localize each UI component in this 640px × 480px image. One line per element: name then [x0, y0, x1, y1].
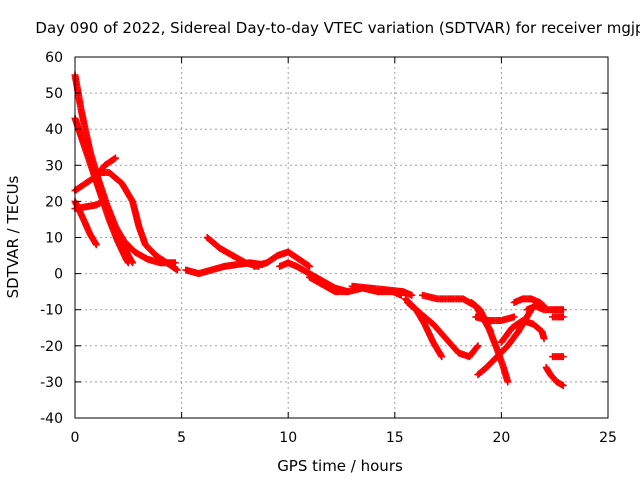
- y-tick-label: -40: [40, 411, 63, 427]
- x-tick-label: 15: [386, 430, 404, 446]
- data-point: [438, 353, 446, 361]
- y-tick-label: 0: [54, 267, 63, 283]
- series-arc19: [497, 317, 548, 346]
- data-point: [173, 266, 181, 274]
- data-point: [419, 291, 440, 303]
- series-arc17: [472, 313, 518, 325]
- data-point: [99, 197, 112, 215]
- data-point: [101, 155, 118, 169]
- data-point: [559, 382, 567, 390]
- data-point: [71, 71, 85, 114]
- data-point: [331, 288, 350, 296]
- data-point: [382, 286, 406, 295]
- data-point: [442, 335, 462, 356]
- data-point: [493, 343, 511, 361]
- data-point: [112, 154, 120, 162]
- data-point: [306, 262, 314, 270]
- y-tick-label: 60: [45, 50, 63, 66]
- data-point: [284, 248, 302, 262]
- data-point: [497, 325, 515, 346]
- series-arc21: [523, 302, 567, 314]
- data-point: [141, 241, 159, 258]
- y-tick-label: -10: [40, 303, 63, 319]
- series-arc22: [542, 363, 567, 390]
- data-point: [510, 313, 518, 321]
- y-tick-label: 20: [45, 194, 63, 210]
- data-point: [143, 255, 163, 266]
- data-point: [465, 343, 481, 361]
- axis-ticks: 0 5 10 15 20 25 -40 -30 -20 -10 0 10 20 30 40 50 60: [40, 50, 617, 446]
- x-tick-label: 25: [599, 430, 617, 446]
- data-point: [508, 317, 526, 332]
- data-point: [404, 298, 423, 316]
- data-point: [559, 306, 567, 314]
- data-point: [408, 291, 416, 299]
- data-point: [80, 140, 96, 171]
- data-point: [559, 313, 567, 321]
- data-point: [129, 259, 137, 267]
- data-point: [540, 306, 557, 314]
- series-arc14: [404, 298, 482, 361]
- data-point: [250, 259, 269, 270]
- data-point: [124, 252, 136, 266]
- x-axis-label: GPS time / hours: [277, 457, 403, 475]
- x-tick-label: 10: [279, 430, 297, 446]
- x-tick-label: 20: [492, 430, 510, 446]
- data-point: [559, 353, 567, 361]
- data-point: [129, 197, 143, 229]
- grid-lines: [75, 57, 608, 418]
- data-point: [500, 363, 511, 384]
- series-arc6: [92, 169, 181, 274]
- data-point: [474, 342, 482, 350]
- data-point: [540, 335, 548, 343]
- series-arc23: [549, 353, 567, 361]
- series-arc5: [71, 197, 137, 267]
- data-point: [86, 230, 100, 247]
- data-point: [112, 223, 125, 244]
- data-point: [529, 320, 545, 334]
- data-point: [504, 378, 512, 386]
- y-tick-label: 50: [45, 86, 63, 102]
- series-arc1: [71, 71, 179, 267]
- data-point: [504, 329, 522, 350]
- x-tick-label: 0: [71, 430, 80, 446]
- data-point: [468, 298, 483, 313]
- chart-title: Day 090 of 2022, Sidereal Day-to-day VTE…: [35, 19, 640, 37]
- series-arc12: [348, 282, 416, 299]
- data-points: [71, 71, 567, 390]
- y-tick-label: -30: [40, 375, 63, 391]
- y-tick-label: 40: [45, 122, 63, 138]
- data-point: [182, 266, 201, 277]
- data-point: [92, 241, 100, 249]
- series-arc15: [419, 291, 495, 335]
- data-point: [318, 280, 338, 295]
- data-point: [229, 252, 248, 266]
- data-point: [80, 215, 93, 236]
- series-arc24: [549, 313, 567, 321]
- y-axis-label: SDTVAR / TECUs: [4, 175, 22, 298]
- x-tick-label: 5: [177, 430, 186, 446]
- y-tick-label: 30: [45, 158, 63, 174]
- data-point: [216, 244, 235, 259]
- series-arc9: [250, 248, 314, 270]
- y-tick-label: 10: [45, 231, 63, 247]
- y-tick-label: -20: [40, 339, 63, 355]
